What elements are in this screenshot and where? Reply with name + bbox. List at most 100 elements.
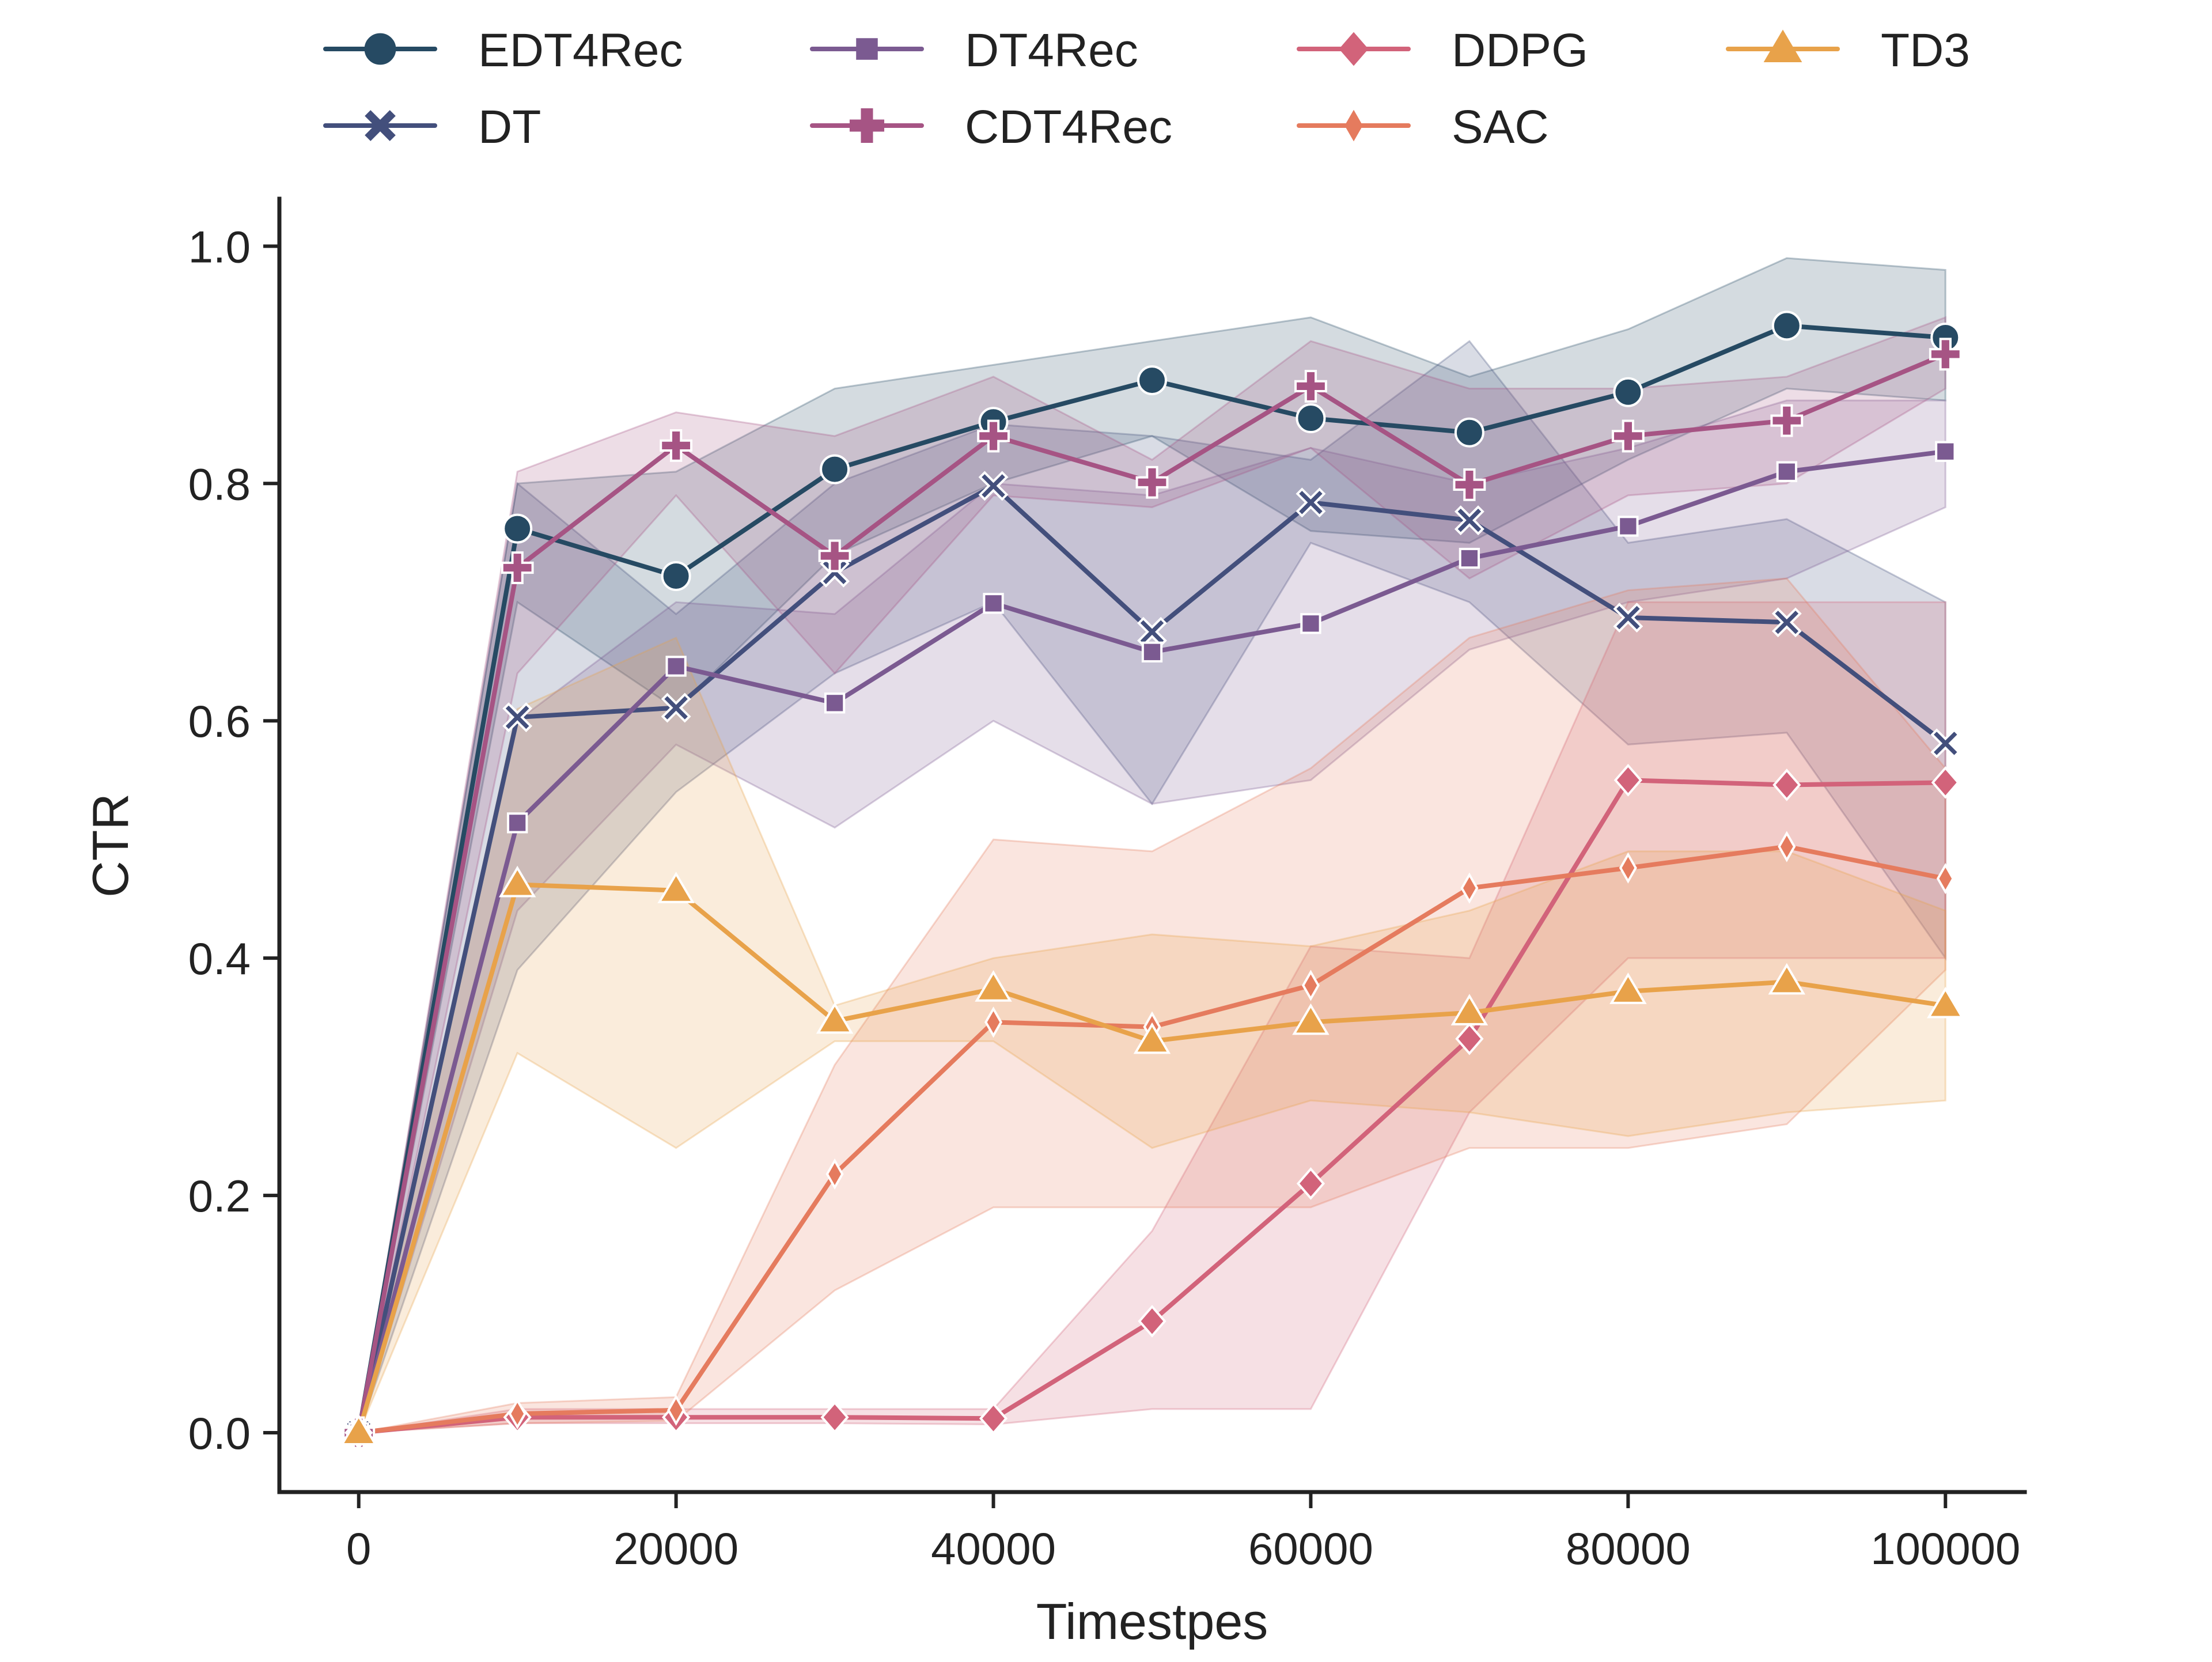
point-cdt4rec-9 [1770, 404, 1804, 437]
legend-label-dt: DT [478, 101, 541, 153]
point-ddpg-3 [820, 1400, 849, 1434]
point-ddpg-9 [1772, 768, 1801, 801]
point-dt4rec-8 [1618, 516, 1639, 537]
legend-item-dt: DT [323, 101, 541, 153]
point-td3-8 [1609, 972, 1647, 1004]
point-td3-10 [1927, 986, 1964, 1019]
point-sac-6 [1301, 970, 1320, 1001]
point-sac-1 [508, 1398, 527, 1430]
point-cdt4rec-4 [977, 419, 1010, 453]
legend-label-ddpg: DDPG [1452, 24, 1588, 77]
x-tick-label-1: 20000 [613, 1523, 738, 1574]
legend-marker-cdt4rec [849, 108, 885, 143]
point-dt4rec-9 [1776, 461, 1797, 482]
point-ddpg-7 [1455, 1022, 1484, 1055]
point-dt4rec-5 [1141, 641, 1163, 662]
legend-marker-sac [1344, 109, 1363, 142]
point-dt-6 [1296, 487, 1326, 518]
legend-marker-dt4rec [856, 38, 878, 60]
x-tick-label-4: 80000 [1566, 1523, 1691, 1574]
point-edt4rec-7 [1454, 417, 1484, 448]
point-edt4rec-8 [1613, 377, 1643, 407]
point-td3-1 [498, 865, 536, 898]
y-axis-label: CTR [82, 793, 139, 898]
point-cdt4rec-2 [660, 429, 693, 462]
point-cdt4rec-6 [1294, 370, 1327, 403]
confidence-bands [358, 257, 1946, 1434]
y-ticks: 0.0 0.2 0.4 0.6 0.8 1.0 [188, 221, 279, 1459]
point-cdt4rec-5 [1135, 465, 1169, 499]
point-dt4rec-3 [824, 692, 846, 714]
point-ddpg-8 [1613, 763, 1643, 797]
series-markers [340, 311, 1964, 1449]
point-dt-8 [1613, 603, 1643, 633]
point-ddpg-10 [1931, 766, 1960, 799]
point-td3-9 [1768, 963, 1806, 995]
y-tick-label-1: 0.2 [188, 1171, 251, 1221]
legend: EDT4Rec DT DT4Rec CDT4Rec DDPG SAC TD3 [323, 24, 1970, 153]
legend-item-td3: TD3 [1726, 24, 1970, 77]
point-dt-7 [1454, 505, 1484, 536]
point-sac-8 [1619, 852, 1637, 884]
legend-marker-edt4rec [364, 33, 396, 65]
point-sac-4 [984, 1006, 1003, 1038]
point-edt4rec-6 [1296, 403, 1326, 434]
point-edt4rec-5 [1137, 365, 1167, 396]
x-tick-label-5: 100000 [1870, 1523, 2020, 1574]
y-tick-label-3: 0.6 [188, 696, 251, 747]
point-edt4rec-2 [661, 561, 691, 591]
point-dt4rec-1 [507, 812, 528, 834]
legend-item-sac: SAC [1297, 101, 1549, 153]
point-dt4rec-7 [1459, 547, 1480, 569]
point-td3-0 [340, 1414, 377, 1446]
point-td3-5 [1133, 1022, 1171, 1054]
point-cdt4rec-10 [1929, 338, 1962, 371]
point-edt4rec-3 [820, 454, 850, 484]
axes: 0 20000 40000 60000 80000 100000 0.0 0.2 0.4 0.6… [82, 196, 2027, 1650]
legend-item-cdt4rec: CDT4Rec [810, 101, 1172, 153]
point-sac-3 [825, 1158, 844, 1190]
x-tick-label-0: 0 [346, 1523, 371, 1574]
legend-marker-dt [365, 110, 396, 141]
x-tick-label-3: 60000 [1248, 1523, 1373, 1574]
point-td3-2 [657, 872, 695, 903]
point-ddpg-6 [1296, 1167, 1325, 1200]
y-tick-label-4: 0.8 [188, 459, 251, 509]
legend-marker-ddpg [1339, 32, 1369, 66]
point-dt-9 [1771, 607, 1802, 638]
point-td3-3 [816, 1002, 854, 1034]
y-tick-label-5: 1.0 [188, 221, 251, 272]
point-sac-9 [1778, 831, 1796, 862]
point-dt4rec-4 [983, 593, 1004, 614]
point-td3-6 [1292, 1003, 1330, 1035]
legend-label-edt4rec: EDT4Rec [478, 24, 683, 77]
legend-label-sac: SAC [1452, 101, 1549, 153]
x-tick-label-2: 40000 [931, 1523, 1056, 1574]
point-dt-1 [502, 702, 533, 732]
point-cdt4rec-8 [1611, 419, 1645, 453]
legend-item-ddpg: DDPG [1297, 24, 1588, 77]
point-sac-7 [1460, 872, 1479, 904]
point-td3-4 [975, 970, 1012, 1002]
point-dt4rec-2 [665, 656, 687, 677]
point-cdt4rec-1 [501, 551, 534, 584]
point-ddpg-5 [1138, 1305, 1166, 1338]
point-ddpg-4 [979, 1402, 1008, 1435]
y-tick-label-0: 0.0 [188, 1408, 251, 1459]
legend-label-cdt4rec: CDT4Rec [965, 101, 1172, 153]
legend-marker-td3 [1763, 29, 1802, 62]
point-edt4rec-1 [502, 513, 533, 544]
point-dt-10 [1930, 728, 1961, 759]
point-dt4rec-10 [1935, 441, 1956, 462]
point-cdt4rec-7 [1453, 468, 1486, 501]
point-sac-10 [1936, 863, 1955, 895]
point-dt-2 [661, 692, 691, 723]
point-dt-4 [978, 471, 1009, 501]
legend-label-td3: TD3 [1881, 24, 1970, 77]
x-ticks: 0 20000 40000 60000 80000 100000 [346, 1492, 2020, 1574]
x-axis-label: Timestpes [1036, 1593, 1268, 1650]
y-tick-label-2: 0.4 [188, 933, 251, 984]
point-cdt4rec-3 [818, 539, 851, 573]
